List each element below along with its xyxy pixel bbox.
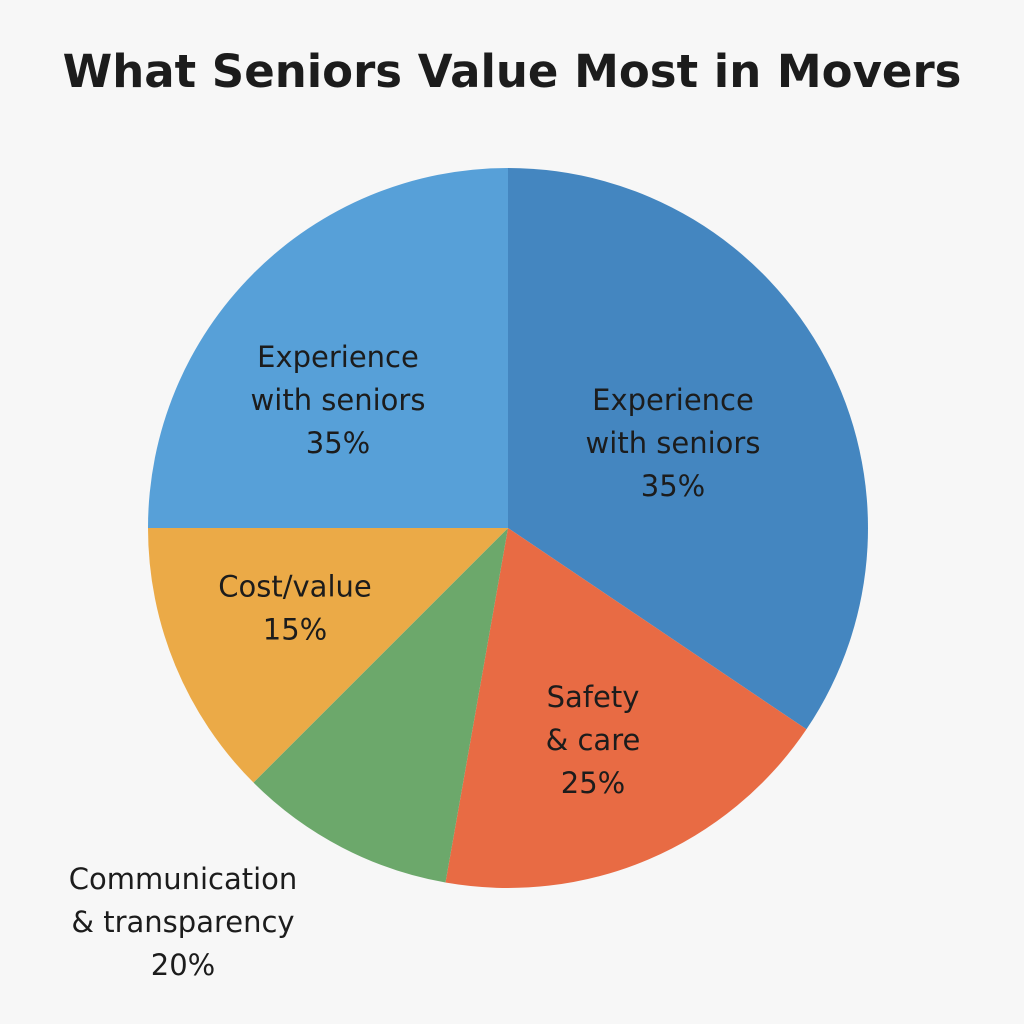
pie-slices [148, 168, 868, 888]
slice-label-line: & transparency [71, 905, 294, 939]
slice-label-line: Communication [69, 862, 298, 896]
pie-labels: Experience with seniors 35% Safety & care 25%… [69, 340, 761, 982]
slice-label-line: 35% [641, 469, 705, 503]
slice-label-line: Cost/value [218, 570, 371, 604]
pie-slice [148, 168, 508, 528]
slice-label-line: 35% [306, 426, 370, 460]
slice-label: Experience with seniors 35% [251, 340, 426, 460]
pie-slice [508, 168, 868, 730]
slice-label-line: 15% [263, 613, 327, 647]
pie-slice [148, 528, 508, 783]
pie-slice [253, 528, 508, 883]
slice-label: Cost/value 15% [218, 570, 371, 647]
pie-slice [445, 528, 807, 888]
slice-label-line: & care [546, 723, 641, 757]
slice-label-line: Experience [592, 383, 754, 417]
slice-label-line: with seniors [251, 383, 426, 417]
slice-label: Communication & transparency 20% [69, 862, 298, 982]
slice-label-line: 25% [561, 766, 625, 800]
slice-label: Safety & care 25% [546, 680, 641, 800]
chart-title: What Seniors Value Most in Movers [62, 45, 962, 98]
slice-label-line: 20% [151, 948, 215, 982]
slice-label-line: Safety [547, 680, 640, 714]
slice-label: Experience with seniors 35% [586, 383, 761, 503]
slice-label-line: Experience [257, 340, 419, 374]
slice-label-line: with seniors [586, 426, 761, 460]
